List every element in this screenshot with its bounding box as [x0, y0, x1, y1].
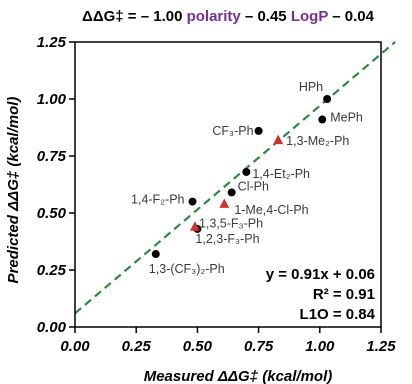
points-layer: [151, 95, 332, 259]
plot-frame: [74, 41, 382, 328]
data-point-circle: [242, 167, 251, 176]
stat-line: R² = 0.91: [313, 286, 375, 303]
y-tick-label: 0.50: [37, 205, 67, 222]
data-point-circle: [188, 197, 197, 206]
y-tick-label: 1.00: [37, 91, 67, 108]
y-tick-label: 0.25: [37, 262, 67, 279]
stat-line: L1O = 0.84: [300, 306, 376, 323]
data-point-circle: [227, 188, 236, 197]
point-label: 1-Me,4-Cl-Ph: [234, 203, 308, 217]
point-label: MePh: [330, 111, 363, 125]
stat-line: y = 0.91x + 0.06: [266, 266, 375, 283]
fit-line: [74, 41, 396, 315]
point-label: 1,4-Et₂-Ph: [252, 167, 310, 181]
fit-layer: [74, 41, 396, 315]
data-point-triangle: [219, 198, 230, 208]
point-label: 1,3,5-F₃-Ph: [199, 217, 263, 231]
data-point-triangle: [273, 134, 284, 145]
point-label: 1,2,3-F₃-Ph: [195, 232, 259, 246]
ticks-layer: 0.00 0.25 0.50 0.75 1.00 1.25 0.00 0.25 0.50 0.75…: [37, 34, 396, 355]
x-tick-label: 0.00: [60, 338, 90, 355]
title-part: – 0.45: [241, 8, 291, 25]
y-axis-label: Predicted ΔΔG‡ (kcal/mol): [5, 97, 22, 284]
x-tick-label: 0.50: [183, 338, 213, 355]
point-label: Cl-Ph: [238, 179, 269, 193]
x-tick-label: 0.75: [244, 338, 274, 355]
stats-box: y = 0.91x + 0.06 R² = 0.91 L1O = 0.84: [266, 266, 376, 323]
title-part: ΔΔG‡ = – 1.00: [82, 8, 187, 25]
title-part: – 0.04: [328, 8, 375, 25]
y-tick-label: 0.75: [37, 148, 67, 165]
x-axis-label: Measured ΔΔG‡ (kcal/mol): [144, 368, 333, 384]
title-part: polarity: [187, 8, 242, 25]
x-tick-label: 1.25: [366, 338, 396, 355]
title-part: LogP: [291, 8, 328, 25]
data-point-circle: [151, 250, 160, 259]
data-point-triangle: [190, 221, 200, 231]
point-label: 1,4-F₂-Ph: [131, 193, 185, 207]
chart-title: ΔΔG‡ = – 1.00 polarity – 0.45 LogP – 0.0…: [82, 8, 375, 25]
point-label: HPh: [299, 80, 323, 94]
data-point-circle: [323, 95, 332, 103]
data-point-circle: [318, 115, 327, 124]
x-tick-label: 1.00: [305, 338, 335, 355]
y-tick-label: 1.25: [37, 34, 67, 51]
y-tick-label: 0.00: [37, 319, 67, 336]
x-tick-label: 0.25: [122, 338, 152, 355]
point-label: 1,3-(CF₃)₂-Ph: [149, 262, 225, 276]
point-label: 1,3-Me₂-Ph: [286, 134, 349, 148]
data-point-circle: [254, 126, 263, 135]
point-label: CF₃-Ph: [212, 124, 253, 138]
